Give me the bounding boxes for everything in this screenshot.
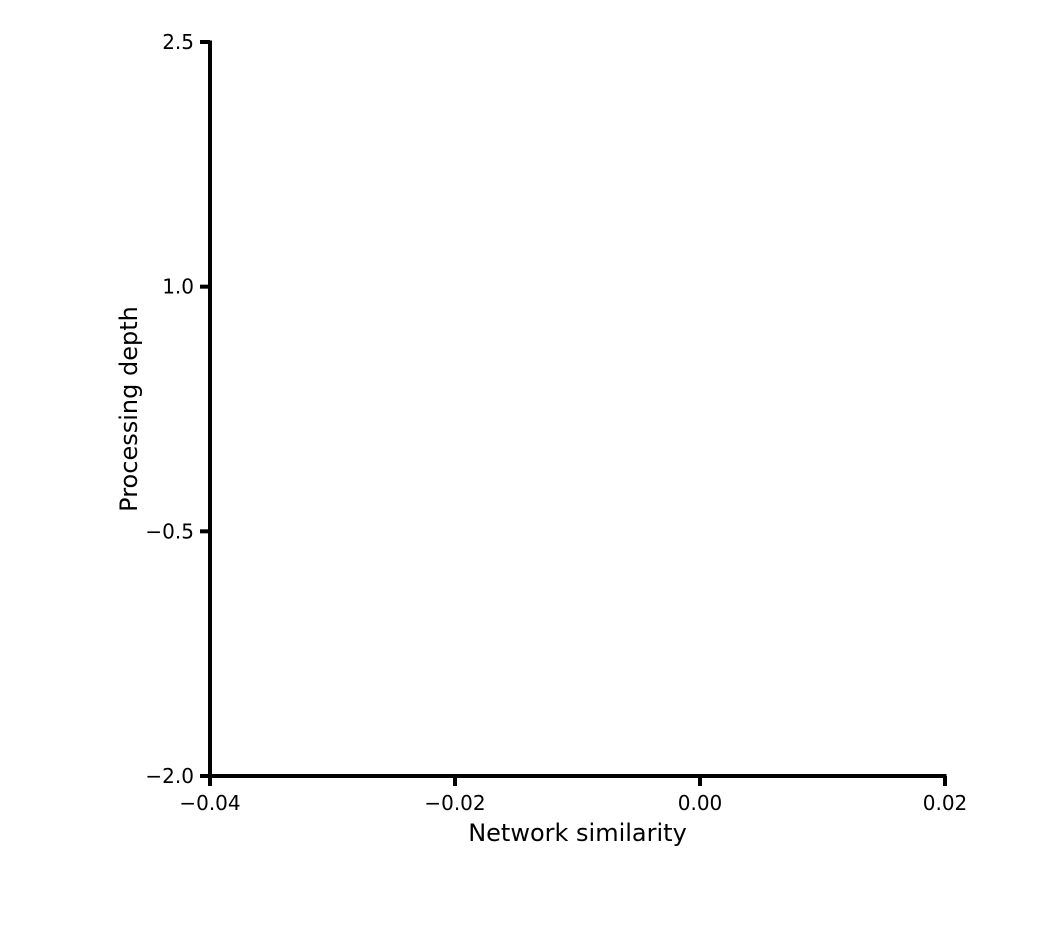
y-tick-label: −2.0 bbox=[145, 764, 194, 788]
x-axis-ticks: −0.04 −0.02 0.00 0.02 bbox=[179, 776, 967, 815]
x-tick-label: 0.02 bbox=[923, 791, 968, 815]
y-tick-label: 2.5 bbox=[162, 30, 194, 54]
y-axis-label: Processing depth bbox=[115, 306, 143, 512]
y-tick-label: −0.5 bbox=[145, 519, 194, 543]
y-axis-ticks: −2.0 −0.5 1.0 2.5 bbox=[145, 30, 210, 788]
x-tick-label: −0.04 bbox=[179, 791, 240, 815]
x-tick-label: 0.00 bbox=[678, 791, 723, 815]
y-tick-label: 1.0 bbox=[162, 275, 194, 299]
x-axis-label: Network similarity bbox=[468, 819, 687, 847]
x-tick-label: −0.02 bbox=[424, 791, 485, 815]
